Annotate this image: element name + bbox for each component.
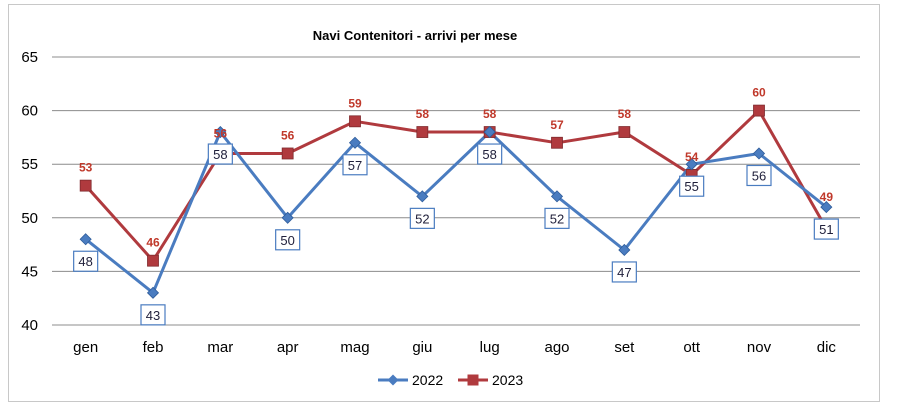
legend-marker-2023 — [467, 374, 479, 386]
legend-label-2023: 2023 — [492, 372, 523, 388]
data-label-2023-gen: 53 — [79, 161, 93, 175]
data-labels: 48 43 58 50 57 52 58 52 47 55 56 51 53 46 56 56 59 58 58 57… — [73, 86, 839, 326]
data-label-box-2022-apr — [275, 229, 301, 251]
marker-2022-giu — [416, 190, 429, 203]
data-label-2022-lug: 58 — [482, 147, 496, 162]
data-label-2022-giu: 52 — [415, 211, 429, 226]
gridlines — [52, 56, 860, 326]
data-label-2023-ago: 57 — [550, 118, 564, 132]
data-label-2023-nov: 60 — [752, 86, 766, 100]
data-label-2022-gen: 48 — [78, 254, 92, 269]
data-label-2023-apr: 56 — [281, 128, 295, 142]
series-lines — [84, 109, 828, 295]
data-label-2022-nov: 56 — [752, 168, 766, 183]
marker-2023-set — [618, 126, 631, 138]
marker-2022-nov — [752, 147, 766, 160]
data-label-2023-giu: 58 — [416, 107, 430, 121]
marker-2022-mar — [214, 125, 227, 139]
marker-2022-ott — [685, 158, 698, 171]
x-tick-label-gen: gen — [73, 339, 98, 356]
data-label-2023-mar: 56 — [214, 126, 228, 140]
data-label-box-2022-ott — [679, 175, 705, 197]
chart-title: Navi Contenitori - arrivi per mese — [313, 28, 517, 43]
data-label-box-2022-mar — [207, 143, 233, 165]
data-label-box-2022-gen — [73, 250, 99, 272]
x-tick-label-giu: giu — [412, 339, 432, 356]
y-tick-label-40: 40 — [21, 317, 38, 334]
data-label-2022-ott: 55 — [684, 179, 698, 194]
data-label-2023-feb: 46 — [146, 236, 160, 250]
marker-2022-feb — [146, 286, 160, 299]
series-line-2023 — [84, 109, 828, 263]
data-label-2022-mag: 57 — [348, 158, 362, 173]
marker-2022-dic — [820, 201, 833, 214]
x-tick-label-ago: ago — [544, 339, 569, 356]
x-tick-label-mar: mar — [207, 339, 233, 356]
series-markers — [79, 104, 833, 299]
x-tick-label-set: set — [614, 339, 635, 356]
x-tick-label-ott: ott — [683, 339, 701, 356]
data-label-2023-lug: 58 — [483, 107, 497, 121]
y-tick-label-65: 65 — [21, 49, 38, 66]
data-label-box-2022-nov — [746, 164, 772, 187]
legend-label-2022: 2022 — [412, 372, 443, 388]
marker-2023-apr — [281, 147, 294, 160]
x-tick-label-feb: feb — [143, 339, 164, 356]
x-tick-label-apr: apr — [277, 339, 299, 356]
chart-frame — [8, 4, 880, 402]
y-tick-label-60: 60 — [21, 103, 38, 120]
data-label-2023-dic: 49 — [820, 190, 834, 204]
series-line-2022 — [84, 130, 828, 295]
data-label-2023-ott: 54 — [685, 150, 699, 164]
data-label-box-2022-feb — [140, 304, 166, 326]
data-label-box-2022-dic — [813, 218, 839, 240]
data-label-box-2022-mag — [342, 154, 368, 176]
y-tick-label-55: 55 — [21, 156, 38, 173]
data-label-box-2022-set — [611, 261, 637, 283]
y-axis: 40 45 50 55 60 65 — [21, 49, 38, 334]
marker-2022-set — [618, 243, 631, 257]
marker-2022-apr — [281, 211, 294, 224]
data-label-2022-feb: 43 — [146, 308, 160, 323]
legend: 2022 2023 — [378, 372, 523, 388]
y-tick-label-45: 45 — [21, 263, 38, 280]
marker-2023-feb — [147, 254, 159, 267]
data-label-2022-mar: 58 — [213, 147, 227, 162]
data-label-2022-set: 47 — [617, 265, 631, 280]
data-label-2022-dic: 51 — [819, 222, 833, 237]
y-tick-label-50: 50 — [21, 210, 38, 227]
marker-2023-nov — [753, 104, 765, 117]
x-tick-label-dic: dic — [817, 339, 837, 356]
marker-2023-ago — [551, 136, 563, 149]
data-label-box-2022-giu — [409, 207, 435, 229]
marker-2022-mag — [348, 136, 362, 149]
data-label-box-2022-lug — [477, 143, 503, 165]
x-axis: gen feb mar apr mag giu lug ago set ott nov dic — [73, 339, 836, 356]
marker-2023-mag — [349, 115, 361, 128]
marker-2022-gen — [79, 233, 92, 246]
x-tick-label-lug: lug — [480, 339, 500, 356]
marker-2023-giu — [416, 126, 429, 138]
data-label-2023-set: 58 — [618, 107, 632, 121]
data-label-2022-ago: 52 — [550, 211, 564, 226]
marker-2022-ago — [550, 190, 564, 203]
x-tick-label-mag: mag — [340, 339, 369, 356]
data-label-2022-apr: 50 — [280, 233, 294, 248]
legend-marker-2022 — [387, 374, 399, 386]
x-tick-label-nov: nov — [747, 339, 772, 356]
data-label-box-2022-ago — [544, 207, 570, 229]
marker-2022-lug — [483, 125, 496, 139]
data-label-2023-mag: 59 — [348, 96, 362, 110]
marker-2023-gen — [79, 179, 92, 192]
